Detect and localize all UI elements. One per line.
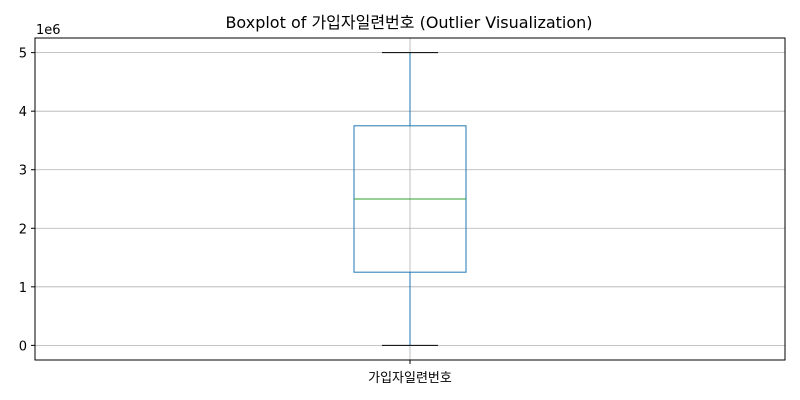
y-tick-label: 0 — [19, 339, 27, 354]
y-axis-offset-label: 1e6 — [36, 23, 61, 38]
axis-layer: 0 1 2 3 4 5 가입자일련번호 — [19, 47, 452, 386]
chart-title: Boxplot of 가입자일련번호 (Outlier Visualizatio… — [225, 13, 592, 32]
y-tick-label: 2 — [19, 222, 27, 237]
y-tick-label: 5 — [19, 47, 27, 62]
box-layer — [353, 52, 467, 346]
y-tick-label: 1 — [19, 281, 27, 296]
y-tick-label: 3 — [19, 164, 27, 179]
y-tick-label: 4 — [19, 105, 27, 120]
x-category-label: 가입자일련번호 — [368, 371, 452, 386]
